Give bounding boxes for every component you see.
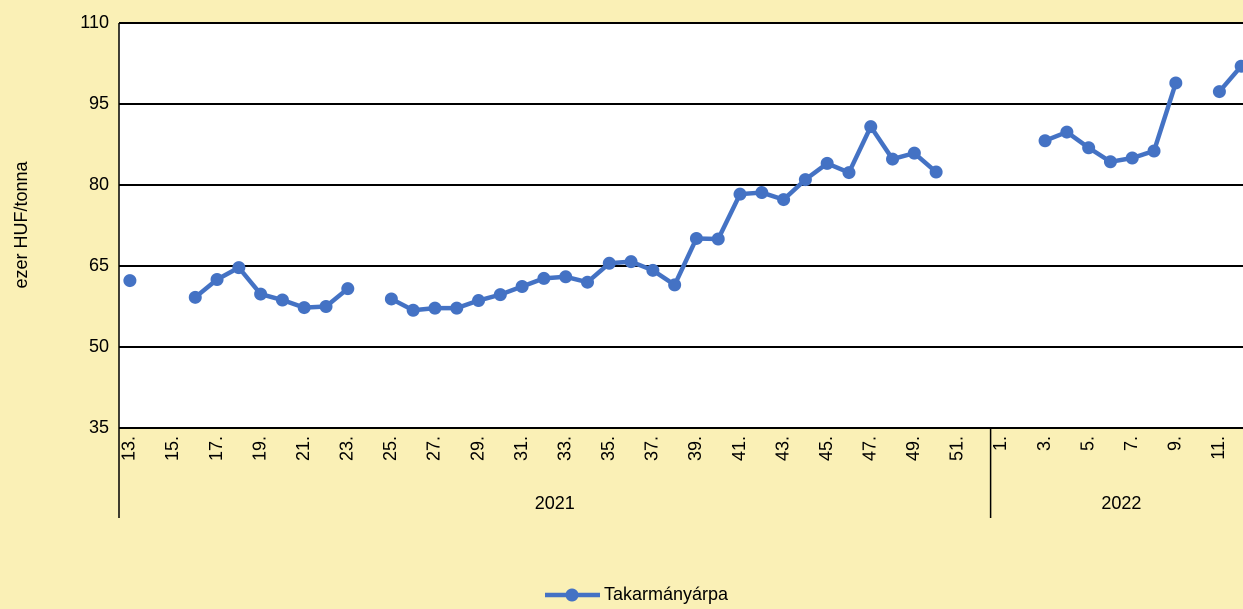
- x-tick-label: 9.: [1165, 436, 1185, 451]
- data-point: [1060, 125, 1074, 139]
- y-tick-label: 110: [80, 12, 109, 32]
- x-tick-label: 29.: [467, 436, 487, 461]
- data-point: [1103, 155, 1117, 169]
- data-point: [777, 193, 791, 207]
- data-point: [842, 166, 856, 180]
- x-tick-label: 5.: [1077, 436, 1097, 451]
- data-point: [1038, 134, 1052, 148]
- y-axis-label: ezer HUF/tonna: [11, 160, 31, 288]
- data-point: [232, 261, 246, 275]
- data-point: [646, 263, 660, 277]
- data-point: [711, 232, 725, 246]
- data-point: [559, 270, 573, 284]
- y-tick-label: 35: [89, 417, 109, 437]
- x-tick-label: 43.: [772, 436, 792, 461]
- data-point: [602, 256, 616, 270]
- data-point: [1234, 59, 1243, 73]
- data-point: [624, 255, 638, 269]
- x-group-label: 2022: [1101, 493, 1141, 513]
- x-tick-label: 17.: [206, 436, 226, 461]
- x-tick-label: 47.: [860, 436, 880, 461]
- x-tick-label: 37.: [642, 436, 662, 461]
- x-tick-label: 3.: [1034, 436, 1054, 451]
- data-point: [275, 293, 289, 307]
- x-tick-label: 31.: [511, 436, 531, 461]
- series-line: [193, 64, 1243, 313]
- data-point: [515, 280, 529, 294]
- data-point: [755, 186, 769, 200]
- x-tick-label: 13.: [119, 436, 139, 461]
- data-point: [1169, 76, 1183, 90]
- y-tick-label: 95: [89, 93, 109, 113]
- data-point: [929, 165, 943, 179]
- data-point: [319, 300, 333, 313]
- x-tick-label: 45.: [816, 436, 836, 461]
- y-tick-label: 80: [89, 174, 109, 194]
- x-tick-label: 39.: [685, 436, 705, 461]
- data-point: [123, 274, 137, 288]
- data-point: [886, 152, 900, 166]
- data-point: [1082, 141, 1096, 155]
- y-tick-label: 65: [89, 255, 109, 275]
- legend-label: Takarmányárpa: [604, 584, 729, 604]
- data-point: [384, 292, 398, 306]
- data-point: [297, 301, 311, 315]
- x-tick-label: 15.: [162, 436, 182, 461]
- data-point: [668, 278, 682, 292]
- y-tick-label: 50: [89, 336, 109, 356]
- data-point: [1147, 144, 1161, 158]
- x-tick-label: 1.: [990, 436, 1010, 451]
- x-tick-label: 33.: [554, 436, 574, 461]
- x-tick-label: 25.: [380, 436, 400, 461]
- data-point: [450, 301, 464, 315]
- x-tick-label: 19.: [249, 436, 269, 461]
- x-tick-label: 49.: [903, 436, 923, 461]
- data-point: [689, 231, 703, 245]
- data-point: [580, 275, 594, 289]
- x-tick-label: 21.: [293, 436, 313, 461]
- legend-marker: [565, 588, 579, 602]
- data-point: [733, 187, 747, 201]
- data-point: [428, 301, 442, 315]
- data-point: [1125, 151, 1139, 165]
- x-tick-label: 23.: [337, 436, 357, 461]
- data-point: [493, 288, 507, 302]
- x-tick-label: 27.: [424, 436, 444, 461]
- data-point: [254, 287, 268, 301]
- data-point: [210, 273, 224, 286]
- x-tick-label: 51.: [947, 436, 967, 461]
- data-point: [798, 173, 812, 187]
- data-point: [907, 146, 921, 160]
- x-tick-label: 35.: [598, 436, 618, 461]
- plot-area: [119, 23, 1243, 428]
- x-tick-label: 11.: [1208, 436, 1228, 460]
- x-group-label: 2021: [535, 493, 575, 513]
- data-point: [864, 120, 878, 134]
- data-point: [820, 156, 834, 170]
- data-point: [537, 271, 551, 285]
- x-tick-label: 7.: [1121, 436, 1141, 451]
- x-tick-label: 41.: [729, 436, 749, 461]
- data-point: [472, 294, 486, 308]
- data-point: [406, 303, 420, 317]
- data-point: [188, 290, 202, 304]
- data-point: [341, 282, 355, 296]
- data-point: [1212, 85, 1226, 99]
